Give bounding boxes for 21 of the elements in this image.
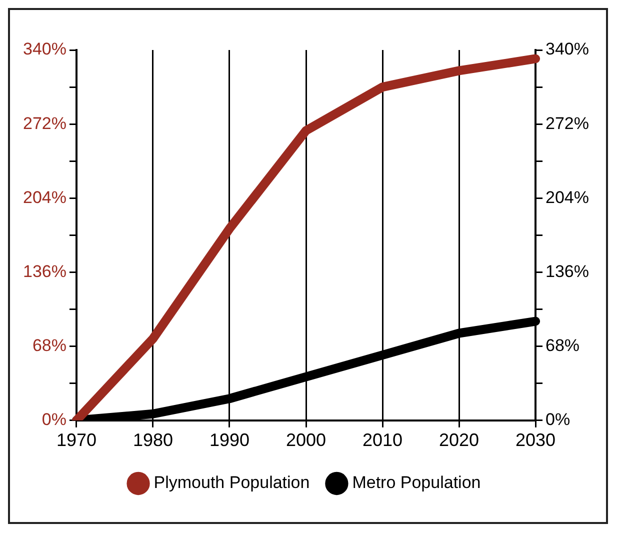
y2-tick-label: 0% [546,410,570,430]
y-tick-label: 0% [42,410,66,430]
x-tick-label: 2010 [362,430,403,450]
y-tick-label: 340% [22,40,66,59]
y2-tick-label: 136% [546,262,590,281]
x-tick-label: 2000 [286,430,326,450]
y-tick-label: 68% [32,336,66,356]
legend-label: Metro Population [352,473,481,492]
legend-label: Plymouth Population [154,473,310,492]
x-tick-label: 1980 [132,430,174,450]
x-tick-label: 1990 [209,430,250,450]
y-tick-label: 272% [22,114,66,133]
y2-tick-label: 68% [546,336,580,356]
x-tick-label: 1970 [56,430,97,450]
y2-tick-label: 204% [546,188,590,207]
y2-tick-label: 272% [546,114,590,133]
y2-tick-label: 340% [546,40,590,59]
x-tick-label: 2030 [515,430,556,450]
y-tick-label: 136% [22,262,66,281]
y-tick-label: 204% [22,188,66,207]
x-tick-label: 2020 [438,430,480,450]
